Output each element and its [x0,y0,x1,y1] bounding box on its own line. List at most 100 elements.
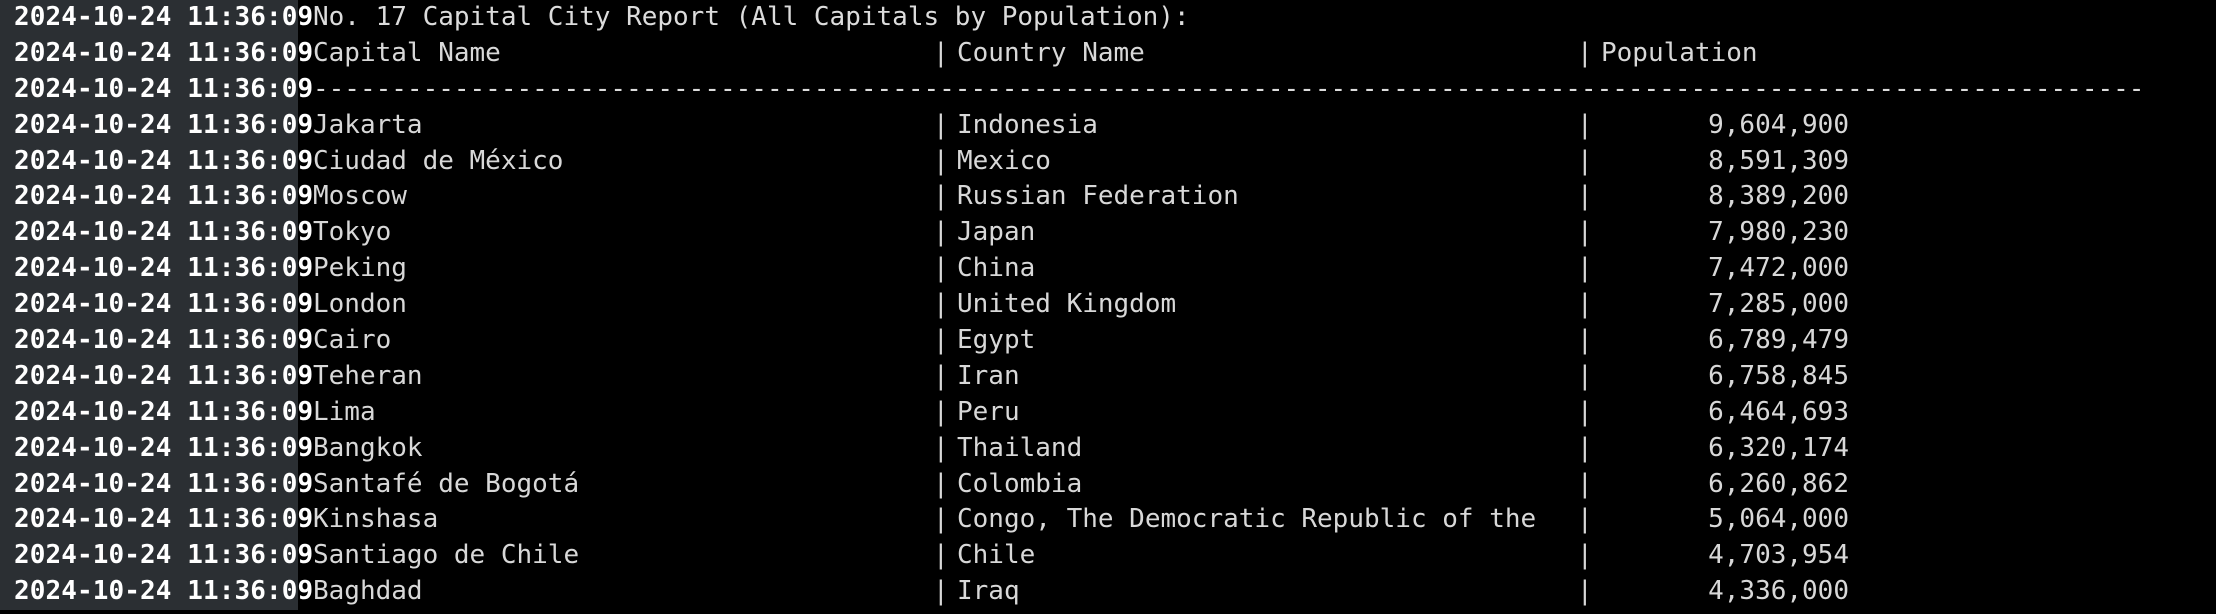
cell-population: 7,980,230 [1708,217,1849,248]
table-row: 2024-10-24 11:36:09 Cairo | Egypt | 6,789,479 [0,323,2216,359]
cell-capital: Peking [313,253,407,284]
cell-population: 4,703,954 [1708,540,1849,571]
column-separator: | [933,145,949,176]
cell-capital: Tokyo [313,217,392,248]
cell-country: Iraq [957,576,1020,607]
column-separator: | [933,253,949,284]
timestamp: 2024-10-24 11:36:09 [0,394,313,431]
cell-capital: Moscow [313,181,407,212]
dashed-separator: ----------------------------------------… [313,73,2145,104]
column-separator: | [1577,145,1593,176]
table-row: 2024-10-24 11:36:09 Kinshasa | Congo, The D… [0,502,2216,539]
timestamp: 2024-10-24 11:36:09 [0,538,313,575]
cell-population: 9,604,900 [1708,109,1849,140]
cell-capital: Baghdad [313,576,423,607]
cell-country: Egypt [957,325,1036,356]
cell-country: China [957,253,1036,284]
cell-population: 4,336,000 [1708,576,1849,607]
cell-country: Iran [957,360,1020,391]
timestamp: 2024-10-24 11:36:09 [0,143,313,180]
column-separator: | [1577,396,1593,427]
column-separator: | [933,289,949,320]
cell-country: Peru [957,396,1020,427]
cell-capital: Jakarta [313,109,423,140]
log-line-title: 2024-10-24 11:36:09 No. 17 Capital City … [0,0,2216,36]
column-separator: | [1577,468,1593,499]
table-row: 2024-10-24 11:36:09 Lima | Peru | 6,464,693 [0,394,2216,431]
column-separator: | [1577,217,1593,248]
report-rows: 2024-10-24 11:36:09 Jakarta | Indonesia | 9,6… [0,107,2216,611]
cell-population: 6,789,479 [1708,325,1849,356]
table-row: 2024-10-24 11:36:09 Jakarta | Indonesia | 9,6… [0,107,2216,144]
column-separator: | [933,468,949,499]
cell-capital: Santiago de Chile [313,540,580,571]
column-separator: | [1577,253,1593,284]
header-capital: Capital Name [313,37,501,68]
column-separator: | [1577,109,1593,140]
header-population: Population [1601,37,1758,68]
cell-population: 6,260,862 [1708,468,1849,499]
cell-country: Chile [957,540,1036,571]
cell-population: 7,472,000 [1708,253,1849,284]
cell-capital: London [313,289,407,320]
cell-population: 6,464,693 [1708,396,1849,427]
column-separator: | [933,576,949,607]
table-row: 2024-10-24 11:36:09 Moscow | Russian Federa… [0,179,2216,216]
cell-capital: Kinshasa [313,504,439,535]
timestamp: 2024-10-24 11:36:09 [0,71,313,108]
column-separator: | [1577,37,1593,68]
column-separator: | [933,217,949,248]
cell-country: Thailand [957,432,1083,463]
table-row: 2024-10-24 11:36:09 Ciudad de México | Mexi… [0,143,2216,180]
column-separator: | [1577,504,1593,535]
cell-population: 6,758,845 [1708,360,1849,391]
timestamp: 2024-10-24 11:36:09 [0,0,313,36]
column-separator: | [1577,432,1593,463]
column-separator: | [933,360,949,391]
table-row: 2024-10-24 11:36:09 Peking | China | 7,472,00… [0,251,2216,288]
cell-capital: Bangkok [313,432,423,463]
log-line-header: 2024-10-24 11:36:09 Capital Name | Count… [0,35,2216,72]
header-country: Country Name [957,37,1145,68]
table-row: 2024-10-24 11:36:09 Santafé de Bogotá | Col… [0,466,2216,503]
timestamp: 2024-10-24 11:36:09 [0,251,313,288]
cell-country: Japan [957,217,1036,248]
column-separator: | [933,504,949,535]
log-line-separator: 2024-10-24 11:36:09 --------------------… [0,71,2216,108]
timestamp: 2024-10-24 11:36:09 [0,430,313,467]
cell-population: 5,064,000 [1708,504,1849,535]
column-separator: | [933,181,949,212]
column-separator: | [1577,181,1593,212]
table-row: 2024-10-24 11:36:09 Tokyo | Japan | 7,980,230 [0,215,2216,252]
cell-country: Colombia [957,468,1083,499]
cell-capital: Cairo [313,325,392,356]
column-separator: | [1577,576,1593,607]
cell-population: 6,320,174 [1708,432,1849,463]
timestamp: 2024-10-24 11:36:09 [0,287,313,324]
cell-population: 7,285,000 [1708,289,1849,320]
table-row: 2024-10-24 11:36:09 Bangkok | Thailand | 6,32… [0,430,2216,467]
cell-population: 8,591,309 [1708,145,1849,176]
column-separator: | [933,396,949,427]
timestamp: 2024-10-24 11:36:09 [0,574,313,611]
cell-country: United Kingdom [957,289,1177,320]
timestamp: 2024-10-24 11:36:09 [0,358,313,395]
table-row: 2024-10-24 11:36:09 Baghdad | Iraq | 4,336,00… [0,574,2216,611]
cell-capital: Ciudad de México [313,145,564,176]
cell-country: Congo, The Democratic Republic of the [957,504,1537,535]
timestamp: 2024-10-24 11:36:09 [0,502,313,539]
report-title: No. 17 Capital City Report (All Capitals… [313,2,1190,32]
column-separator: | [933,325,949,356]
column-separator: | [1577,289,1593,320]
timestamp: 2024-10-24 11:36:09 [0,179,313,216]
column-separator: | [933,37,949,68]
table-row: 2024-10-24 11:36:09 Teheran | Iran | 6,758,84… [0,358,2216,395]
column-separator: | [1577,360,1593,391]
column-separator: | [933,540,949,571]
timestamp: 2024-10-24 11:36:09 [0,323,313,359]
column-separator: | [1577,325,1593,356]
cell-country: Russian Federation [957,181,1239,212]
cell-capital: Lima [313,396,376,427]
timestamp: 2024-10-24 11:36:09 [0,215,313,252]
